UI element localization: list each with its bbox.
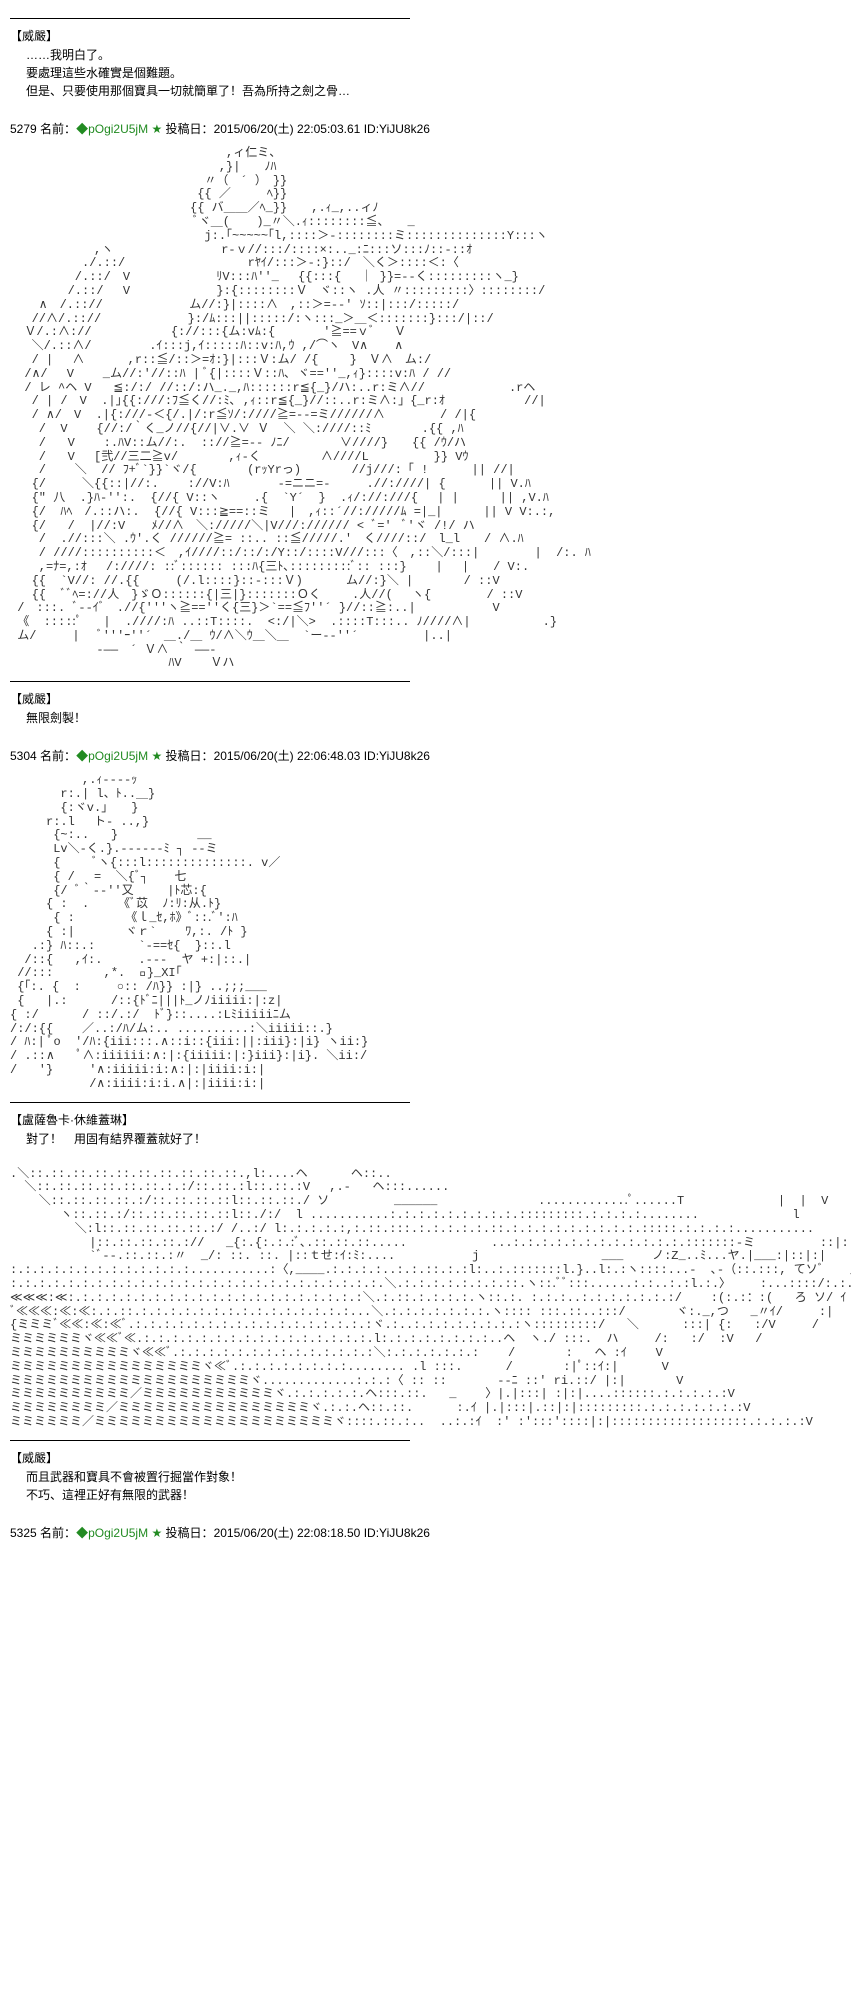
name-label: 名前： xyxy=(40,749,76,763)
dialogue-block: 【威嚴】 無限劍製！ xyxy=(10,690,841,727)
id-label: ID: xyxy=(364,749,379,763)
post-date: 2015/06/20(土) 22:08:18.50 xyxy=(214,1526,361,1540)
dialogue-line: ……我明白了。 xyxy=(26,46,841,64)
divider xyxy=(10,681,410,682)
post-header: 5279 名前：◆pOgi2U5jM ★ 投稿日：2015/06/20(土) 2… xyxy=(10,120,841,137)
dialogue-block: 【威嚴】 ……我明白了。 要處理這些水確實是個難題。 但是、只要使用那個寶具一切… xyxy=(10,27,841,100)
post-header: 5304 名前：◆pOgi2U5jM ★ 投稿日：2015/06/20(土) 2… xyxy=(10,747,841,764)
speaker-name: 【威嚴】 xyxy=(10,690,841,707)
post-date: 2015/06/20(土) 22:06:48.03 xyxy=(214,749,361,763)
star-icon: ★ xyxy=(151,749,162,763)
ascii-art: ,ィ仁ミ、 ,}| ﾉﾊ 〃（ ´ ） }} {{ ／ ﾍ}} {{ バ＿＿／ﾍ… xyxy=(10,147,841,671)
dialogue-block: 【威嚴】 而且武器和寶具不會被置行掘當作對象！ 不巧、這裡正好有無限的武器！ xyxy=(10,1449,841,1504)
dialogue-line: 不巧、這裡正好有無限的武器！ xyxy=(26,1486,841,1504)
dialogue-block: 【盧薩魯卡·休維蓋琳】 對了！ 用固有結界覆蓋就好了！ xyxy=(10,1111,841,1148)
post-id: YiJU8k26 xyxy=(379,1526,430,1540)
post-header: 5325 名前：◆pOgi2U5jM ★ 投稿日：2015/06/20(土) 2… xyxy=(10,1524,841,1541)
tripcode: ◆pOgi2U5jM xyxy=(76,1526,148,1540)
dialogue-line: 對了！ 用固有結界覆蓋就好了！ xyxy=(26,1130,841,1148)
post-id: YiJU8k26 xyxy=(379,749,430,763)
divider xyxy=(10,18,410,19)
id-label: ID: xyxy=(364,122,379,136)
dialogue-line: 無限劍製！ xyxy=(26,709,841,727)
dialogue-line: 但是、只要使用那個寶具一切就簡單了！吾為所持之劍之骨… xyxy=(26,82,841,100)
tripcode: ◆pOgi2U5jM xyxy=(76,749,148,763)
dialogue-line: 要處理這些水確實是個難題。 xyxy=(26,64,841,82)
name-label: 名前： xyxy=(40,122,76,136)
name-label: 名前： xyxy=(40,1526,76,1540)
ascii-art: ,.ｨ----ｯ r:.| l、ﾄ..＿} {:ヾv.」 } r:.l ト- .… xyxy=(10,774,841,1091)
date-label: 投稿日： xyxy=(166,122,214,136)
star-icon: ★ xyxy=(151,122,162,136)
post-number: 5279 xyxy=(10,122,37,136)
post-number: 5304 xyxy=(10,749,37,763)
id-label: ID: xyxy=(364,1526,379,1540)
divider xyxy=(10,1440,410,1441)
tripcode: ◆pOgi2U5jM xyxy=(76,122,148,136)
ascii-art: .＼::.::.::.::.::.::.::.::.::.::.,l:....ヘ… xyxy=(10,1168,841,1430)
star-icon: ★ xyxy=(151,1526,162,1540)
dialogue-line: 而且武器和寶具不會被置行掘當作對象！ xyxy=(26,1468,841,1486)
date-label: 投稿日： xyxy=(166,749,214,763)
speaker-name: 【威嚴】 xyxy=(10,1449,841,1466)
speaker-name: 【威嚴】 xyxy=(10,27,841,44)
post-number: 5325 xyxy=(10,1526,37,1540)
date-label: 投稿日： xyxy=(166,1526,214,1540)
speaker-name: 【盧薩魯卡·休維蓋琳】 xyxy=(10,1111,841,1128)
post-id: YiJU8k26 xyxy=(379,122,430,136)
divider xyxy=(10,1102,410,1103)
post-date: 2015/06/20(土) 22:05:03.61 xyxy=(214,122,361,136)
